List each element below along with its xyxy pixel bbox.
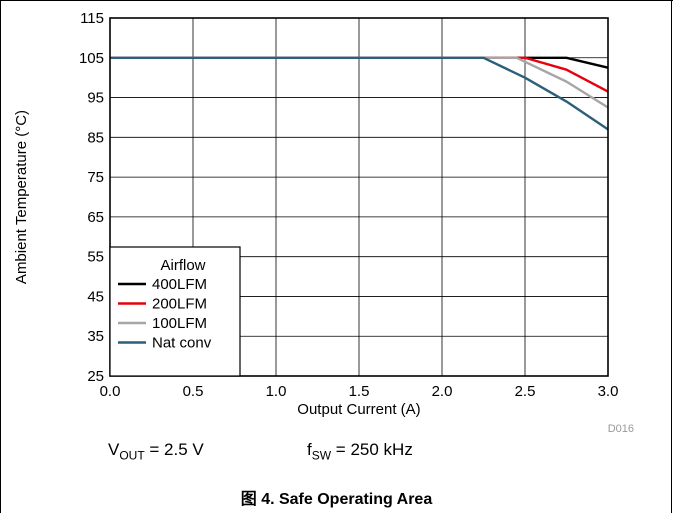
x-tick-label: 2.5 bbox=[515, 383, 536, 400]
series-line-nat-conv bbox=[110, 56, 609, 131]
fsw-condition: fSW = 250 kHz bbox=[307, 440, 413, 462]
safe-operating-area-chart: 0.0 0.5 1.0 1.5 2.0 2.5 3.0 25 35 45 55 65 75 85 95 10… bbox=[13, 10, 634, 435]
x-tick-label: 1.0 bbox=[266, 383, 287, 400]
legend-title: Airflow bbox=[160, 257, 205, 274]
y-axis-label: Ambient Temperature (°C) bbox=[13, 110, 30, 284]
y-tick-label: 105 bbox=[79, 50, 104, 67]
x-tick-label: 0.5 bbox=[183, 383, 204, 400]
y-tick-label: 95 bbox=[87, 90, 104, 107]
legend-box bbox=[109, 246, 241, 377]
fsw-value: = 250 kHz bbox=[331, 440, 413, 459]
x-tick-label: 0.0 bbox=[100, 383, 121, 400]
y-axis-ticks: 25 35 45 55 65 75 85 95 105 115 bbox=[79, 10, 104, 385]
vout-symbol: V bbox=[108, 440, 120, 459]
figure-code: D016 bbox=[608, 423, 634, 435]
legend-label-nat-conv: Nat conv bbox=[152, 335, 212, 352]
fsw-symbol: f bbox=[307, 440, 312, 459]
y-tick-label: 45 bbox=[87, 288, 104, 305]
frame-left-border bbox=[0, 0, 1, 513]
y-tick-label: 55 bbox=[87, 249, 104, 266]
vout-condition: VOUT = 2.5 V bbox=[108, 440, 204, 462]
series-lines bbox=[110, 56, 609, 131]
x-tick-label: 2.0 bbox=[432, 383, 453, 400]
legend-label-200lfm: 200LFM bbox=[152, 296, 207, 313]
legend-label-400lfm: 400LFM bbox=[152, 276, 207, 293]
legend-items: 400LFM 200LFM 100LFM Nat conv bbox=[118, 276, 212, 352]
vout-subscript: OUT bbox=[119, 448, 145, 463]
x-axis-ticks: 0.0 0.5 1.0 1.5 2.0 2.5 3.0 bbox=[100, 383, 619, 400]
figure-caption: 图 4. Safe Operating Area bbox=[240, 491, 433, 508]
frame-top-border bbox=[0, 0, 673, 1]
y-tick-label: 25 bbox=[87, 368, 104, 385]
y-tick-label: 75 bbox=[87, 169, 104, 186]
frame-right-border bbox=[671, 0, 672, 513]
x-tick-label: 1.5 bbox=[349, 383, 370, 400]
legend: Airflow 400LFM 200LFM 100LFM Nat conv bbox=[109, 246, 241, 377]
y-tick-label: 85 bbox=[87, 129, 104, 146]
y-tick-label: 65 bbox=[87, 209, 104, 226]
plot-border bbox=[109, 17, 609, 377]
y-tick-label: 35 bbox=[87, 328, 104, 345]
fsw-subscript: SW bbox=[311, 448, 332, 463]
legend-label-100lfm: 100LFM bbox=[152, 315, 207, 332]
y-tick-label: 115 bbox=[80, 10, 104, 27]
vout-value: = 2.5 V bbox=[144, 440, 204, 459]
x-tick-label: 3.0 bbox=[598, 383, 619, 400]
x-axis-label: Output Current (A) bbox=[297, 401, 420, 418]
